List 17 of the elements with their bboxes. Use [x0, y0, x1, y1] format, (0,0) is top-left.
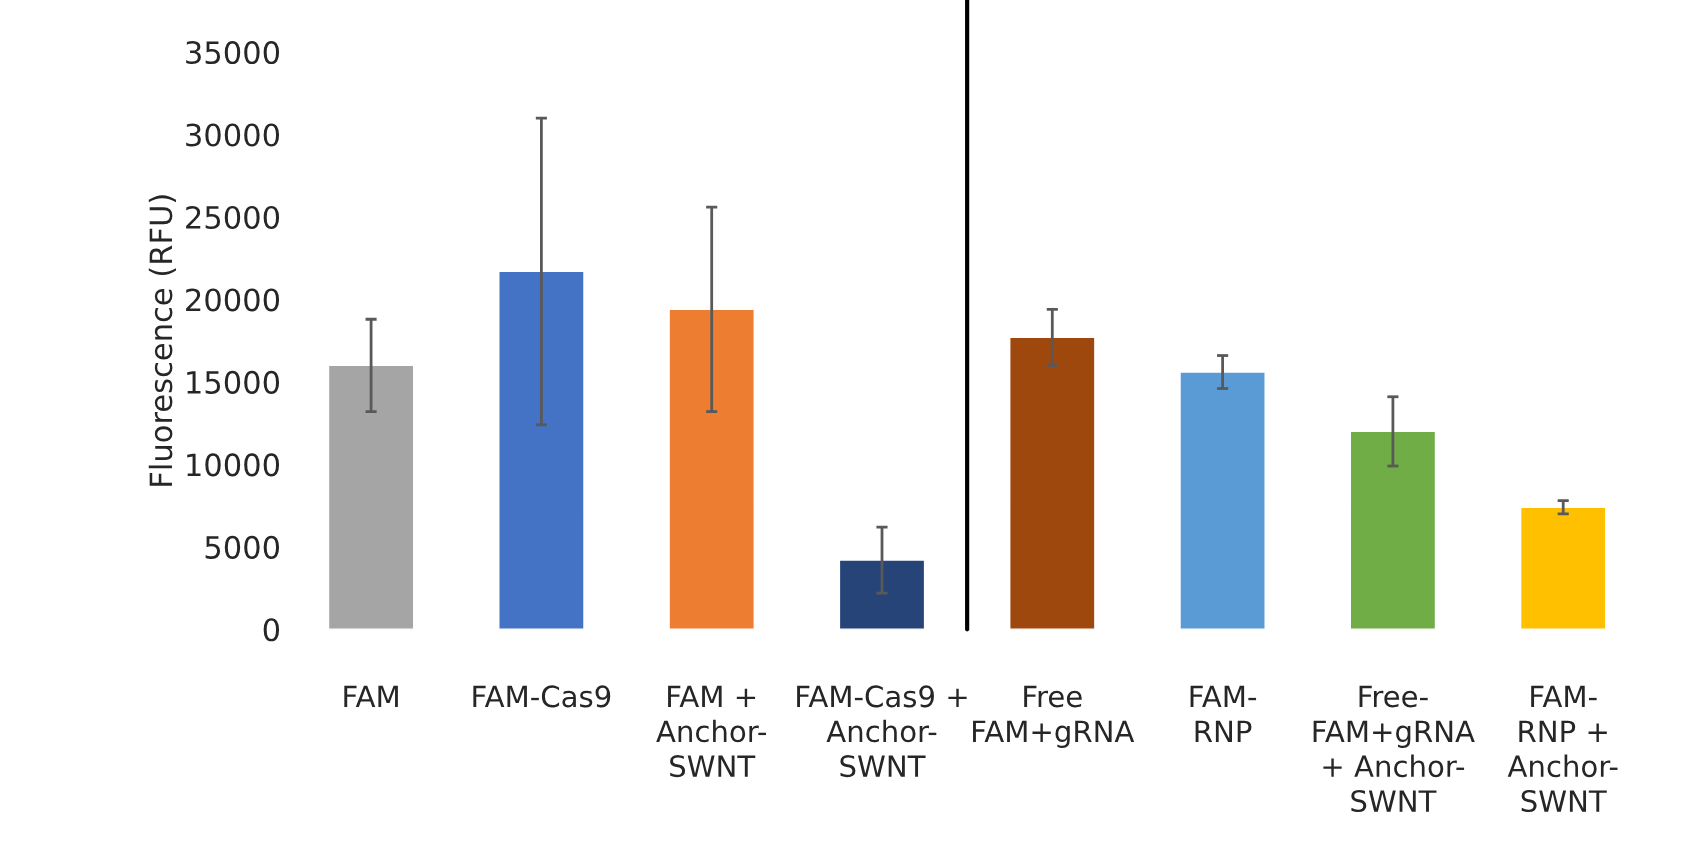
x-tick-label: FAM- RNP + Anchor- SWNT: [1507, 685, 1618, 813]
x-tick-label: FAM-Cas9: [473, 685, 611, 708]
y-tick-label: 25000: [186, 205, 280, 230]
y-tick-label: 10000: [187, 453, 280, 477]
x-tick-label: FAM-Cas9 + Anchor- SWNT: [797, 685, 967, 778]
y-tick-label: 15000: [187, 370, 280, 394]
x-tick-label: Free FAM+gRNA: [973, 685, 1135, 748]
y-tick-label: 20000: [186, 288, 280, 312]
y-tick-label: 0: [263, 618, 280, 642]
y-tick-label: 5000: [205, 535, 280, 559]
y-tick-label: 35000: [186, 41, 280, 65]
x-tick-label: FAM + Anchor- SWNT: [656, 685, 766, 778]
y-axis-title: Fluorescence (RFU): [148, 195, 176, 486]
y-tick-label: 30000: [186, 123, 280, 147]
x-tick-label: FAM- RNP: [1190, 685, 1257, 742]
x-tick-label: FAM: [344, 685, 398, 708]
x-tick-label: Free- FAM+gRNA + Anchor- SWNT: [1313, 685, 1475, 813]
